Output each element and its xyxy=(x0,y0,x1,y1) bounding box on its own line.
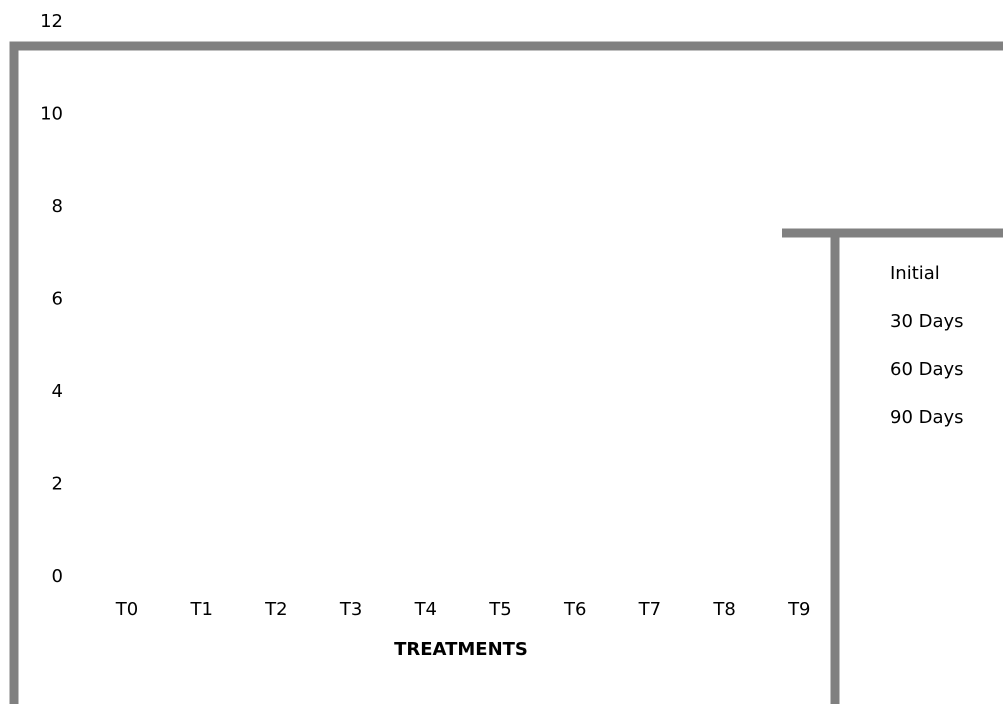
frame-layer xyxy=(9,41,1003,704)
x-tick-label: T7 xyxy=(638,599,661,620)
plot-area-border xyxy=(9,41,1003,704)
y-tick-label: 0 xyxy=(52,566,63,587)
x-tick-label: T9 xyxy=(787,599,810,620)
legend-item: Initial xyxy=(890,263,940,284)
y-tick-label: 10 xyxy=(40,104,63,125)
legend-item: 60 Days xyxy=(890,359,964,380)
x-tick-label: T3 xyxy=(339,599,362,620)
y-tick-label: 8 xyxy=(52,196,63,217)
x-tick-label: T2 xyxy=(264,599,287,620)
x-tick-label: T4 xyxy=(414,599,437,620)
legend-item: 30 Days xyxy=(890,311,964,332)
y-tick-label: 4 xyxy=(52,381,63,402)
y-tick-label: 12 xyxy=(40,11,63,32)
y-tick-label: 2 xyxy=(52,474,63,495)
y-axis: 0 2 4 6 8 10 12 xyxy=(40,11,63,587)
x-tick-label: T1 xyxy=(189,599,212,620)
x-tick-label: T8 xyxy=(712,599,735,620)
x-tick-label: T6 xyxy=(563,599,586,620)
x-tick-label: T0 xyxy=(115,599,138,620)
x-tick-label: T5 xyxy=(488,599,511,620)
y-tick-label: 6 xyxy=(52,289,63,310)
legend-item: 90 Days xyxy=(890,407,964,428)
legend: Initial 30 Days 60 Days 90 Days xyxy=(890,263,964,428)
x-axis-title: TREATMENTS xyxy=(394,639,528,660)
x-axis: T0 T1 T2 T3 T4 T5 T6 T7 T8 T9 xyxy=(115,599,811,620)
